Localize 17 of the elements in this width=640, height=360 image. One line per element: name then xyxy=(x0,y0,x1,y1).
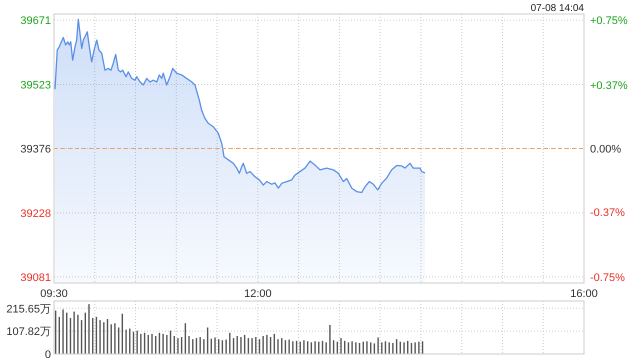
y2-tick-label: 0.00% xyxy=(590,144,622,156)
x-tick-label: 09:30 xyxy=(40,288,68,300)
text: 07-08 14:04 xyxy=(530,3,584,14)
y-tick-label: 107.82万 xyxy=(6,326,51,338)
y2-tick-label: +0.37% xyxy=(590,80,628,92)
y-tick-label: 39376 xyxy=(20,144,51,156)
y-tick-label: 39523 xyxy=(20,80,51,92)
y-tick-label: 39228 xyxy=(20,208,51,220)
y2-tick-label: -0.75% xyxy=(590,272,626,284)
y-tick-label: 0 xyxy=(44,349,51,360)
x-tick-label: 16:00 xyxy=(570,288,598,300)
x-tick-label: 12:00 xyxy=(244,288,272,300)
y2-tick-label: -0.37% xyxy=(590,206,626,219)
y-tick-label: 39081 xyxy=(20,272,51,284)
y-tick-label: 39671 xyxy=(20,15,51,28)
y-tick-label: 215.65万 xyxy=(6,303,51,316)
y2-tick-label: +0.75% xyxy=(590,14,628,27)
